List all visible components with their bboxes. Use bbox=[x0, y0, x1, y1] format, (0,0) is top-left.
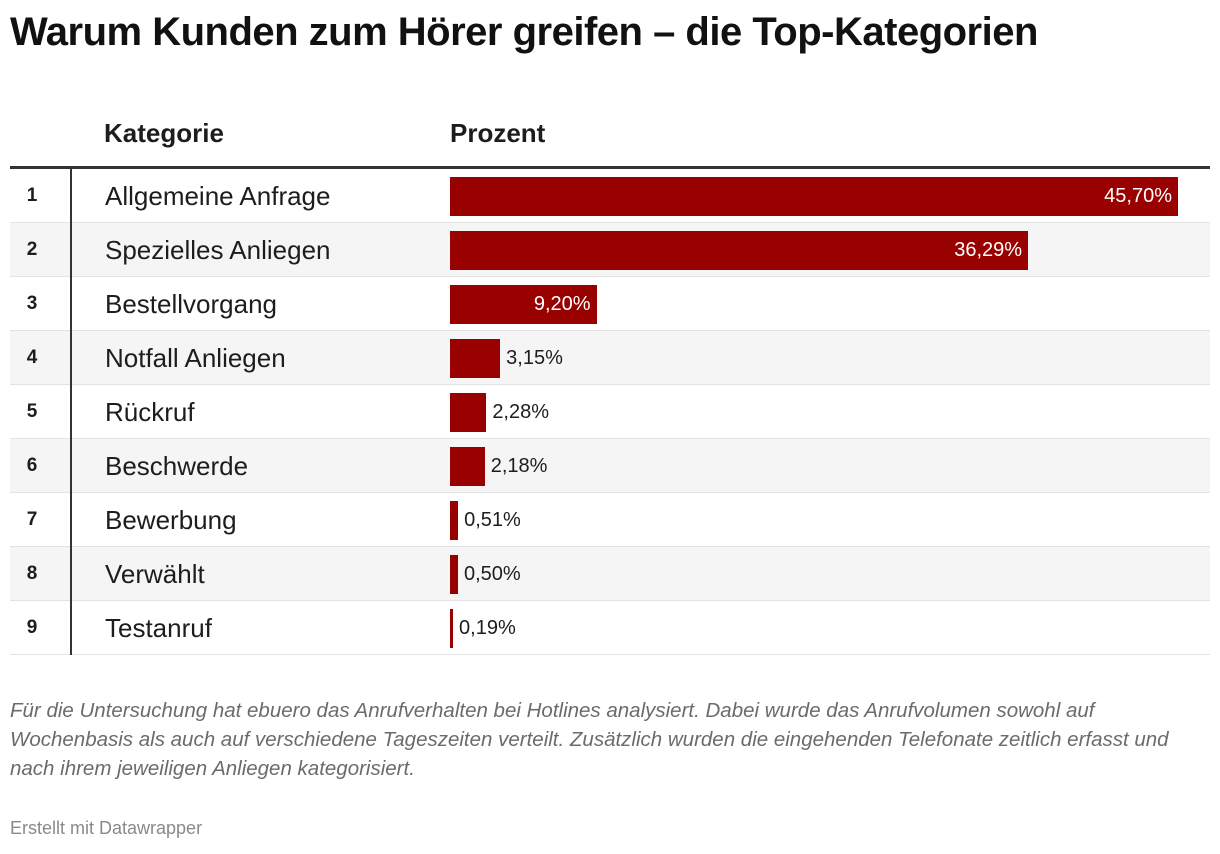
row-category: Allgemeine Anfrage bbox=[105, 181, 331, 211]
chart-title: Warum Kunden zum Hörer greifen – die Top… bbox=[10, 10, 1038, 54]
rank-divider bbox=[70, 439, 72, 493]
table-row: 3 Bestellvorgang 9,20% bbox=[10, 277, 1210, 331]
row-category: Bewerbung bbox=[105, 505, 237, 535]
percent-label: 36,29% bbox=[954, 239, 1023, 261]
rank-divider bbox=[70, 223, 72, 277]
data-table: Kategorie Prozent 1 Allgemeine Anfrage 45,… bbox=[10, 108, 1210, 655]
table-header: Kategorie Prozent bbox=[10, 108, 1210, 166]
column-header-percent: Prozent bbox=[450, 118, 546, 148]
column-header-category: Kategorie bbox=[104, 118, 224, 148]
row-rank: 9 bbox=[26, 617, 38, 638]
row-rank: 5 bbox=[26, 401, 38, 422]
row-category: Rückruf bbox=[105, 397, 195, 427]
rank-divider bbox=[70, 277, 72, 331]
row-rank: 7 bbox=[26, 509, 38, 530]
rank-divider bbox=[70, 385, 72, 439]
credit-link[interactable]: Erstellt mit Datawrapper bbox=[10, 818, 203, 838]
rank-divider bbox=[70, 331, 72, 385]
row-rank: 2 bbox=[26, 239, 38, 260]
percent-bar bbox=[450, 231, 1029, 270]
percent-label: 3,15% bbox=[506, 347, 563, 369]
row-rank: 3 bbox=[26, 293, 38, 314]
percent-label: 2,18% bbox=[490, 455, 548, 477]
percent-bar bbox=[450, 177, 1178, 216]
percent-label: 9,20% bbox=[533, 293, 591, 315]
row-rank: 8 bbox=[26, 563, 38, 584]
rank-divider bbox=[70, 547, 72, 601]
rank-divider bbox=[70, 493, 72, 547]
table-row: 4 Notfall Anliegen 3,15% bbox=[10, 331, 1210, 385]
row-rank: 6 bbox=[26, 455, 38, 476]
rank-divider bbox=[70, 169, 72, 223]
percent-bar bbox=[450, 447, 485, 486]
table-row: 8 Verwählt 0,50% bbox=[10, 547, 1210, 601]
table-row: 7 Bewerbung 0,51% bbox=[10, 493, 1210, 547]
percent-bar bbox=[450, 555, 458, 594]
table-row: 6 Beschwerde 2,18% bbox=[10, 439, 1210, 493]
row-category: Bestellvorgang bbox=[105, 289, 277, 319]
row-category: Testanruf bbox=[105, 613, 212, 643]
row-category: Spezielles Anliegen bbox=[105, 235, 331, 265]
table-body: 1 Allgemeine Anfrage 45,70% 2 Spezielles Anl… bbox=[10, 169, 1210, 655]
row-category: Notfall Anliegen bbox=[105, 343, 286, 373]
table-row: 5 Rückruf 2,28% bbox=[10, 385, 1210, 439]
percent-bar bbox=[450, 393, 487, 432]
header-rule bbox=[10, 166, 1210, 169]
percent-bar bbox=[450, 285, 597, 324]
percent-label: 45,70% bbox=[1104, 185, 1172, 207]
percent-label: 0,50% bbox=[463, 563, 521, 585]
footnote: Für die Untersuchung hat ebuero das Anru… bbox=[10, 699, 1169, 780]
table-row: 2 Spezielles Anliegen 36,29% bbox=[10, 223, 1210, 277]
table-row: 9 Testanruf 0,19% bbox=[10, 601, 1210, 655]
rank-divider bbox=[70, 601, 72, 655]
percent-label: 2,28% bbox=[492, 401, 550, 423]
percent-bar bbox=[450, 339, 501, 378]
table-row: 1 Allgemeine Anfrage 45,70% bbox=[10, 169, 1210, 223]
row-category: Verwählt bbox=[105, 559, 205, 589]
percent-bar bbox=[450, 609, 454, 648]
row-rank: 1 bbox=[26, 185, 38, 206]
row-category: Beschwerde bbox=[105, 451, 249, 481]
row-rank: 4 bbox=[26, 347, 38, 368]
percent-label: 0,19% bbox=[459, 617, 516, 639]
percent-label: 0,51% bbox=[464, 509, 521, 531]
percent-bar bbox=[450, 501, 459, 540]
